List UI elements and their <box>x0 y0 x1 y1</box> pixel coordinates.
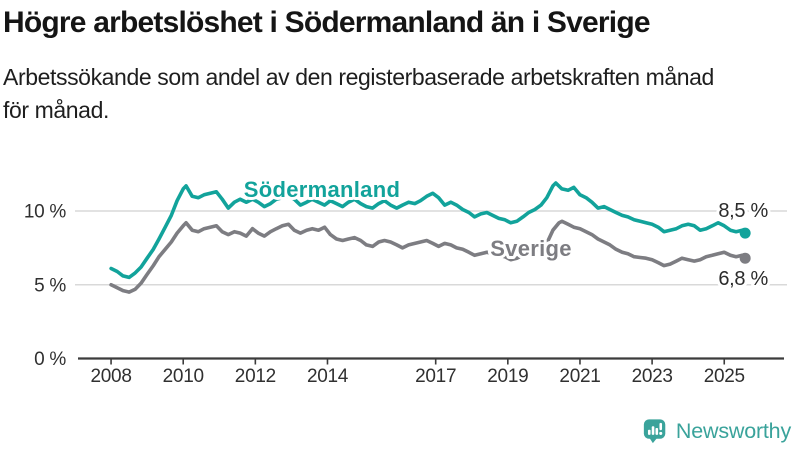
newsworthy-wordmark: Newsworthy <box>675 418 791 443</box>
x-tick-label-2025: 2025 <box>704 366 745 387</box>
y-tick-label-10: 10 % <box>24 202 67 223</box>
series-label-södermanland: Södermanland <box>244 177 400 202</box>
series-end-dot-sverige <box>739 252 751 264</box>
series-end-dot-södermanland <box>739 227 751 239</box>
x-tick-label-2010: 2010 <box>163 366 204 387</box>
newsworthy-brand-link[interactable]: Newsworthy <box>643 418 791 444</box>
series-line-södermanland <box>109 181 748 280</box>
y-tick-label-5: 5 % <box>34 275 66 296</box>
end-value-label-södermanland: 8,5 % <box>718 200 768 222</box>
x-tick-label-2017: 2017 <box>415 366 456 387</box>
newsworthy-logo-icon <box>643 419 666 444</box>
chart-subtitle: Arbetssökande som andel av den registerb… <box>3 61 797 127</box>
end-value-label-sverige: 6,8 % <box>718 268 768 290</box>
subtitle-line-1: Arbetssökande som andel av den registerb… <box>3 64 714 90</box>
series-line-sverige <box>109 219 748 294</box>
subtitle-line-2: för månad. <box>3 97 109 123</box>
chart-title: Högre arbetslöshet i Södermanland än i S… <box>3 6 651 39</box>
y-tick-label-0: 0 % <box>34 349 66 370</box>
chart-header: Högre arbetslöshet i Södermanland än i S… <box>3 5 797 127</box>
x-tick-label-2019: 2019 <box>487 366 528 387</box>
series-label-sverige: Sverige <box>490 236 572 261</box>
x-tick-label-2008: 2008 <box>91 366 132 387</box>
x-tick-label-2014: 2014 <box>307 366 349 387</box>
x-tick-label-2012: 2012 <box>235 366 276 387</box>
x-tick-label-2021: 2021 <box>559 366 600 387</box>
x-tick-label-2023: 2023 <box>632 366 673 387</box>
